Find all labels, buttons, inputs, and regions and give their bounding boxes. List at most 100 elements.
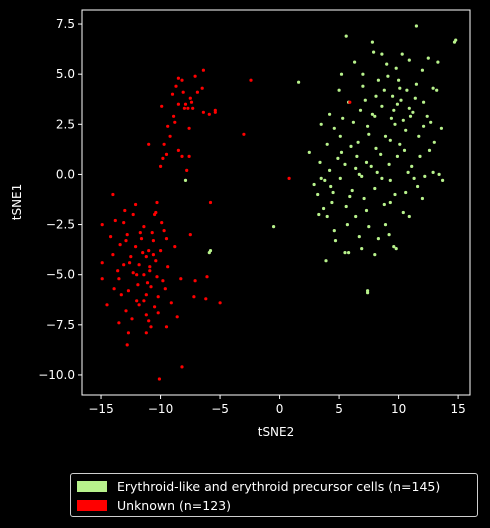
point-erythroid-112 [386, 74, 390, 78]
point-erythroid-65 [319, 176, 323, 180]
point-unknown-114 [179, 277, 183, 281]
point-erythroid-97 [394, 247, 398, 251]
point-erythroid-69 [412, 176, 416, 180]
point-unknown-30 [213, 108, 217, 112]
x-axis-ticks: −15 −10 −5 0 5 10 15 [88, 395, 466, 416]
point-unknown-55 [166, 265, 170, 269]
point-erythroid-16 [431, 86, 435, 90]
point-unknown-44 [134, 245, 138, 249]
y-tick-label: 0.0 [56, 167, 75, 181]
point-erythroid-99 [347, 251, 351, 255]
point-erythroid-61 [354, 166, 358, 170]
point-erythroid-134 [411, 110, 415, 114]
point-unknown-39 [162, 229, 166, 233]
point-unknown-100 [173, 245, 177, 249]
legend-label-unknown: Unknown (n=123) [117, 498, 232, 513]
point-unknown-112 [174, 84, 178, 88]
point-erythroid-47 [374, 146, 378, 150]
point-unknown-94 [161, 279, 165, 283]
point-unknown-62 [149, 285, 153, 289]
point-unknown-46 [159, 249, 163, 253]
point-unknown-14 [186, 106, 190, 110]
point-unknown-60 [100, 277, 104, 281]
point-unknown-65 [112, 287, 116, 291]
point-unknown-64 [126, 289, 130, 293]
point-erythroid-57 [364, 160, 369, 164]
y-axis-label: tSNE1 [10, 184, 24, 221]
point-erythroid-107 [353, 60, 357, 64]
point-unknown-113 [195, 90, 199, 94]
point-erythroid-66 [338, 176, 342, 180]
point-erythroid-45 [325, 142, 329, 146]
point-erythroid-36 [393, 122, 397, 126]
point-erythroid-140 [331, 190, 335, 195]
point-erythroid-131 [360, 247, 364, 251]
point-erythroid-35 [366, 124, 370, 128]
point-erythroid-117 [417, 134, 421, 138]
point-unknown-115 [142, 299, 146, 303]
point-unknown-34 [113, 218, 117, 223]
point-unknown-119 [150, 231, 154, 235]
point-unknown-4 [249, 78, 253, 82]
point-erythroid-44 [432, 140, 436, 144]
point-unknown-12 [182, 106, 186, 110]
point-unknown-48 [129, 255, 133, 259]
point-erythroid-68 [388, 178, 392, 182]
point-erythroid-42 [388, 138, 392, 142]
point-unknown-3 [193, 74, 197, 78]
point-erythroid-119 [406, 170, 410, 174]
point-erythroid-0 [344, 34, 348, 38]
point-erythroid-7 [339, 72, 344, 76]
legend-swatch-unknown [77, 500, 107, 511]
point-unknown-78 [164, 325, 169, 329]
point-erythroid-15 [414, 82, 418, 86]
point-erythroid-85 [354, 214, 358, 219]
point-erythroid-3 [414, 24, 418, 28]
point-erythroid-70 [441, 178, 445, 182]
point-unknown-54 [148, 265, 152, 269]
x-tick-label: 10 [391, 402, 406, 416]
x-tick-label: 0 [276, 402, 284, 416]
point-unknown-87 [180, 365, 184, 369]
point-unknown-95 [145, 281, 150, 285]
point-unknown-70 [105, 303, 109, 307]
point-unknown-29 [159, 164, 163, 168]
point-unknown-104 [147, 319, 151, 323]
point-unknown-11 [160, 104, 164, 108]
point-erythroid-38 [422, 124, 426, 128]
point-unknown-7 [170, 92, 175, 96]
point-unknown-21 [242, 132, 246, 136]
point-erythroid-29 [373, 114, 377, 118]
point-unknown-23 [162, 142, 166, 146]
point-erythroid-25 [380, 104, 384, 108]
point-erythroid-64 [437, 172, 441, 176]
point-erythroid-86 [383, 223, 388, 227]
point-unknown-38 [100, 223, 104, 227]
point-unknown-77 [149, 325, 153, 329]
legend: Erythroid-like and erythroid precursor c… [70, 473, 478, 517]
point-erythroid-141 [322, 206, 326, 211]
point-erythroid-34 [351, 120, 355, 124]
point-unknown-49 [144, 255, 148, 259]
point-unknown-110 [173, 120, 177, 124]
point-erythroid-120 [380, 176, 384, 180]
point-unknown-45 [147, 249, 151, 253]
point-erythroid-123 [341, 116, 345, 120]
point-erythroid-59 [410, 164, 414, 168]
point-erythroid-56 [343, 162, 347, 166]
point-erythroid-139 [357, 172, 361, 176]
point-erythroid-111 [407, 58, 411, 62]
point-erythroid-62 [375, 170, 379, 174]
point-erythroid-43 [398, 142, 402, 146]
point-unknown-79 [126, 331, 130, 335]
point-erythroid-83 [317, 212, 321, 217]
plot-frame [81, 9, 471, 396]
point-unknown-84 [204, 297, 208, 301]
x-tick-label: 5 [335, 402, 343, 416]
point-unknown-36 [122, 221, 126, 225]
point-unknown-27 [187, 154, 191, 158]
point-unknown-107 [155, 200, 159, 205]
point-erythroid-20 [391, 94, 395, 98]
point-unknown-103 [160, 221, 164, 225]
point-erythroid-46 [349, 144, 353, 148]
